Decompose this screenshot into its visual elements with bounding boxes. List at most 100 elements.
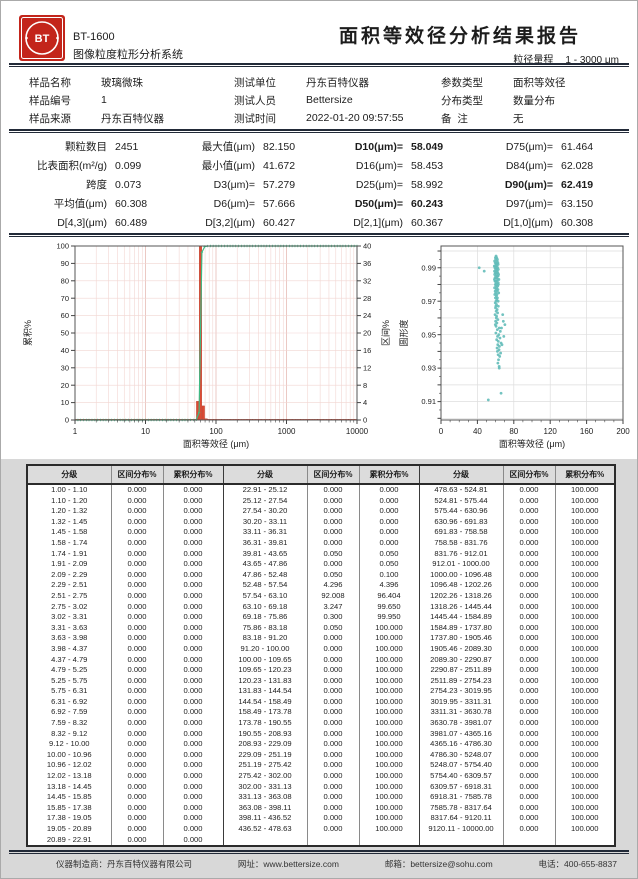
grade-cell: 1.45 - 1.58	[51, 527, 88, 537]
grade-cell: 229.09 - 251.19	[222, 749, 307, 761]
cumulative-cell: 100.000	[554, 781, 615, 793]
svg-text:80: 80	[509, 427, 518, 436]
cumulative-cell: 0.000	[358, 527, 419, 538]
svg-text:10000: 10000	[346, 427, 369, 436]
grade-cell: 9120.11 - 10000.00	[418, 824, 503, 835]
grade-cell: 10.96 - 12.02	[46, 760, 92, 770]
cumulative-cell: 0.000	[162, 643, 223, 655]
grade-cell: 57.54 - 63.10	[222, 590, 307, 602]
stat-value: 63.150	[561, 197, 594, 210]
table-row: 5.25 - 5.75 0.000 0.000 120.23 - 131.83 0.00…	[27, 675, 615, 687]
cumulative-cell: 100.000	[554, 622, 615, 634]
cumulative-cell: 0.000	[162, 781, 223, 793]
cumulative-cell: 100.000	[358, 665, 419, 676]
grade-cell: 1.91 - 2.09	[51, 559, 88, 569]
grade-cell: 208.93 - 229.09	[222, 739, 307, 750]
cumulative-cell: 100.000	[554, 771, 615, 782]
interval-cell: 0.000	[502, 686, 555, 697]
cumulative-cell: 4.396	[358, 580, 419, 591]
cumulative-cell: 100.000	[358, 781, 419, 793]
cumulative-cell: 100.000	[358, 802, 419, 814]
cumulative-cell: 0.000	[162, 527, 223, 538]
grade-cell: 1445.44 - 1584.89	[418, 612, 503, 623]
cumulative-cell: 0.000	[162, 516, 223, 528]
interval-cell: 0.000	[110, 728, 163, 740]
manufacturer-text: 仪器制造商：丹东百特仪器有限公司	[56, 859, 193, 869]
cumulative-cell: 0.000	[162, 665, 223, 676]
svg-text:0: 0	[439, 427, 444, 436]
cumulative-cell: 0.000	[358, 516, 419, 528]
interval-cell: 0.000	[502, 696, 555, 708]
cumulative-cell: 0.000	[162, 622, 223, 634]
email-text: 邮箱：bettersize@sohu.com	[384, 859, 493, 869]
info-column: 参数类型 面积等效径 分布类型 数量分布备 注 无	[441, 73, 566, 127]
grade-cell: 3.63 - 3.98	[51, 633, 88, 643]
interval-cell: 0.000	[110, 749, 163, 761]
table-row: 2.29 - 2.51 0.000 0.000 52.48 - 57.54 4.296 4…	[27, 580, 615, 591]
circularity-scatter-chart: 0 40 80 120 160 200 0.91 0.93 0.95 0.97 0.99 面积等效径 …	[399, 245, 630, 449]
grade-cell: 75.86 - 83.18	[222, 622, 307, 634]
cumulative-cell: 100.000	[358, 813, 419, 824]
grade-cell: 7585.78 - 8317.64	[418, 802, 503, 814]
cumulative-cell: 99.650	[358, 601, 419, 613]
cumulative-cell: 100.000	[554, 675, 615, 687]
info-label: 测试时间	[234, 112, 276, 125]
svg-text:24: 24	[363, 311, 371, 320]
table-row: 2.09 - 2.29 0.000 0.000 47.86 - 52.48 0.050 0…	[27, 569, 615, 581]
table-header: 区间分布%	[306, 465, 359, 485]
svg-text:面积等效径 (μm): 面积等效径 (μm)	[183, 438, 249, 449]
table-row: 2.75 - 3.02 0.000 0.000 63.10 - 69.18 3.247 9…	[27, 601, 615, 613]
grade-cell: 173.78 - 190.55	[222, 718, 307, 729]
cumulative-cell: 0.000	[162, 707, 223, 719]
grade-cell: 398.11 - 436.52	[222, 813, 307, 824]
cumulative-cell: 100.000	[358, 686, 419, 697]
stat-row: D[1,0](μm) 60.308	[453, 213, 593, 232]
grade-cell: 12.02 - 13.18	[46, 771, 92, 781]
cumulative-cell: 0.000	[162, 824, 223, 835]
interval-cell: 0.000	[110, 707, 163, 719]
grade-cell	[222, 834, 307, 847]
grade-cell: 524.81 - 575.44	[418, 495, 503, 507]
cumulative-cell: 100.000	[554, 686, 615, 697]
table-header: 分级	[27, 465, 111, 485]
grade-cell: 1737.80 - 1905.46	[418, 633, 503, 644]
grade-cell: 144.54 - 158.49	[222, 696, 307, 708]
table-row: 1.58 - 1.74 0.000 0.000 36.31 - 39.81 0.000 0…	[27, 537, 615, 549]
grade-cell: 6309.57 - 6918.31	[418, 781, 503, 793]
info-row: 样品编号 1	[29, 91, 164, 109]
grade-cell: 22.91 - 25.12	[222, 484, 307, 496]
grade-cell: 39.81 - 43.65	[222, 548, 307, 560]
cumulative-cell: 100.000	[554, 569, 615, 581]
cumulative-cell: 100.000	[358, 760, 419, 772]
interval-cell: 0.000	[110, 739, 163, 750]
grade-cell: 10.00 - 10.96	[46, 749, 92, 759]
stat-label: 比表面积(m²/g)	[37, 160, 107, 172]
cumulative-cell: 100.000	[554, 527, 615, 538]
cumulative-cell: 0.000	[162, 601, 223, 613]
svg-text:120: 120	[544, 427, 558, 436]
stat-row: D90(μm)= 62.419	[453, 175, 593, 194]
interval-cell: 0.000	[110, 643, 163, 655]
cumulative-cell: 100.000	[554, 580, 615, 591]
info-value: 2022-01-20 09:57:55	[306, 112, 404, 124]
grade-cell: 478.63 - 524.81	[418, 484, 503, 496]
stat-value: 41.672	[263, 159, 296, 172]
device-model: BT-1600	[73, 31, 115, 43]
interval-cell: 0.000	[502, 537, 555, 549]
table-row: 2.51 - 2.75 0.000 0.000 57.54 - 63.10 92.008…	[27, 590, 615, 602]
bettersize-logo-icon: BT	[19, 15, 65, 61]
interval-cell: 92.008	[306, 590, 359, 602]
grade-cell: 5248.07 - 5754.40	[418, 760, 503, 772]
cumulative-cell: 100.000	[554, 824, 615, 835]
interval-cell: 0.000	[110, 654, 163, 666]
info-column: 样品名称 玻璃微珠 样品编号 1 样品来源 丹东百特仪器	[29, 73, 164, 127]
grade-cell: 2754.23 - 3019.95	[418, 686, 503, 697]
grade-cell: 63.10 - 69.18	[222, 601, 307, 613]
table-row: 9.12 - 10.00 0.000 0.000 208.93 - 229.09 0.0…	[27, 739, 615, 750]
grade-cell: 36.31 - 39.81	[222, 537, 307, 549]
svg-text:28: 28	[363, 294, 371, 303]
stat-value: 82.150	[263, 140, 296, 153]
table-row: 17.38 - 19.05 0.000 0.000 398.11 - 436.52 0.…	[27, 813, 615, 824]
stat-value: 58.049	[411, 140, 444, 153]
grade-cell: 5754.40 - 6309.57	[418, 771, 503, 782]
